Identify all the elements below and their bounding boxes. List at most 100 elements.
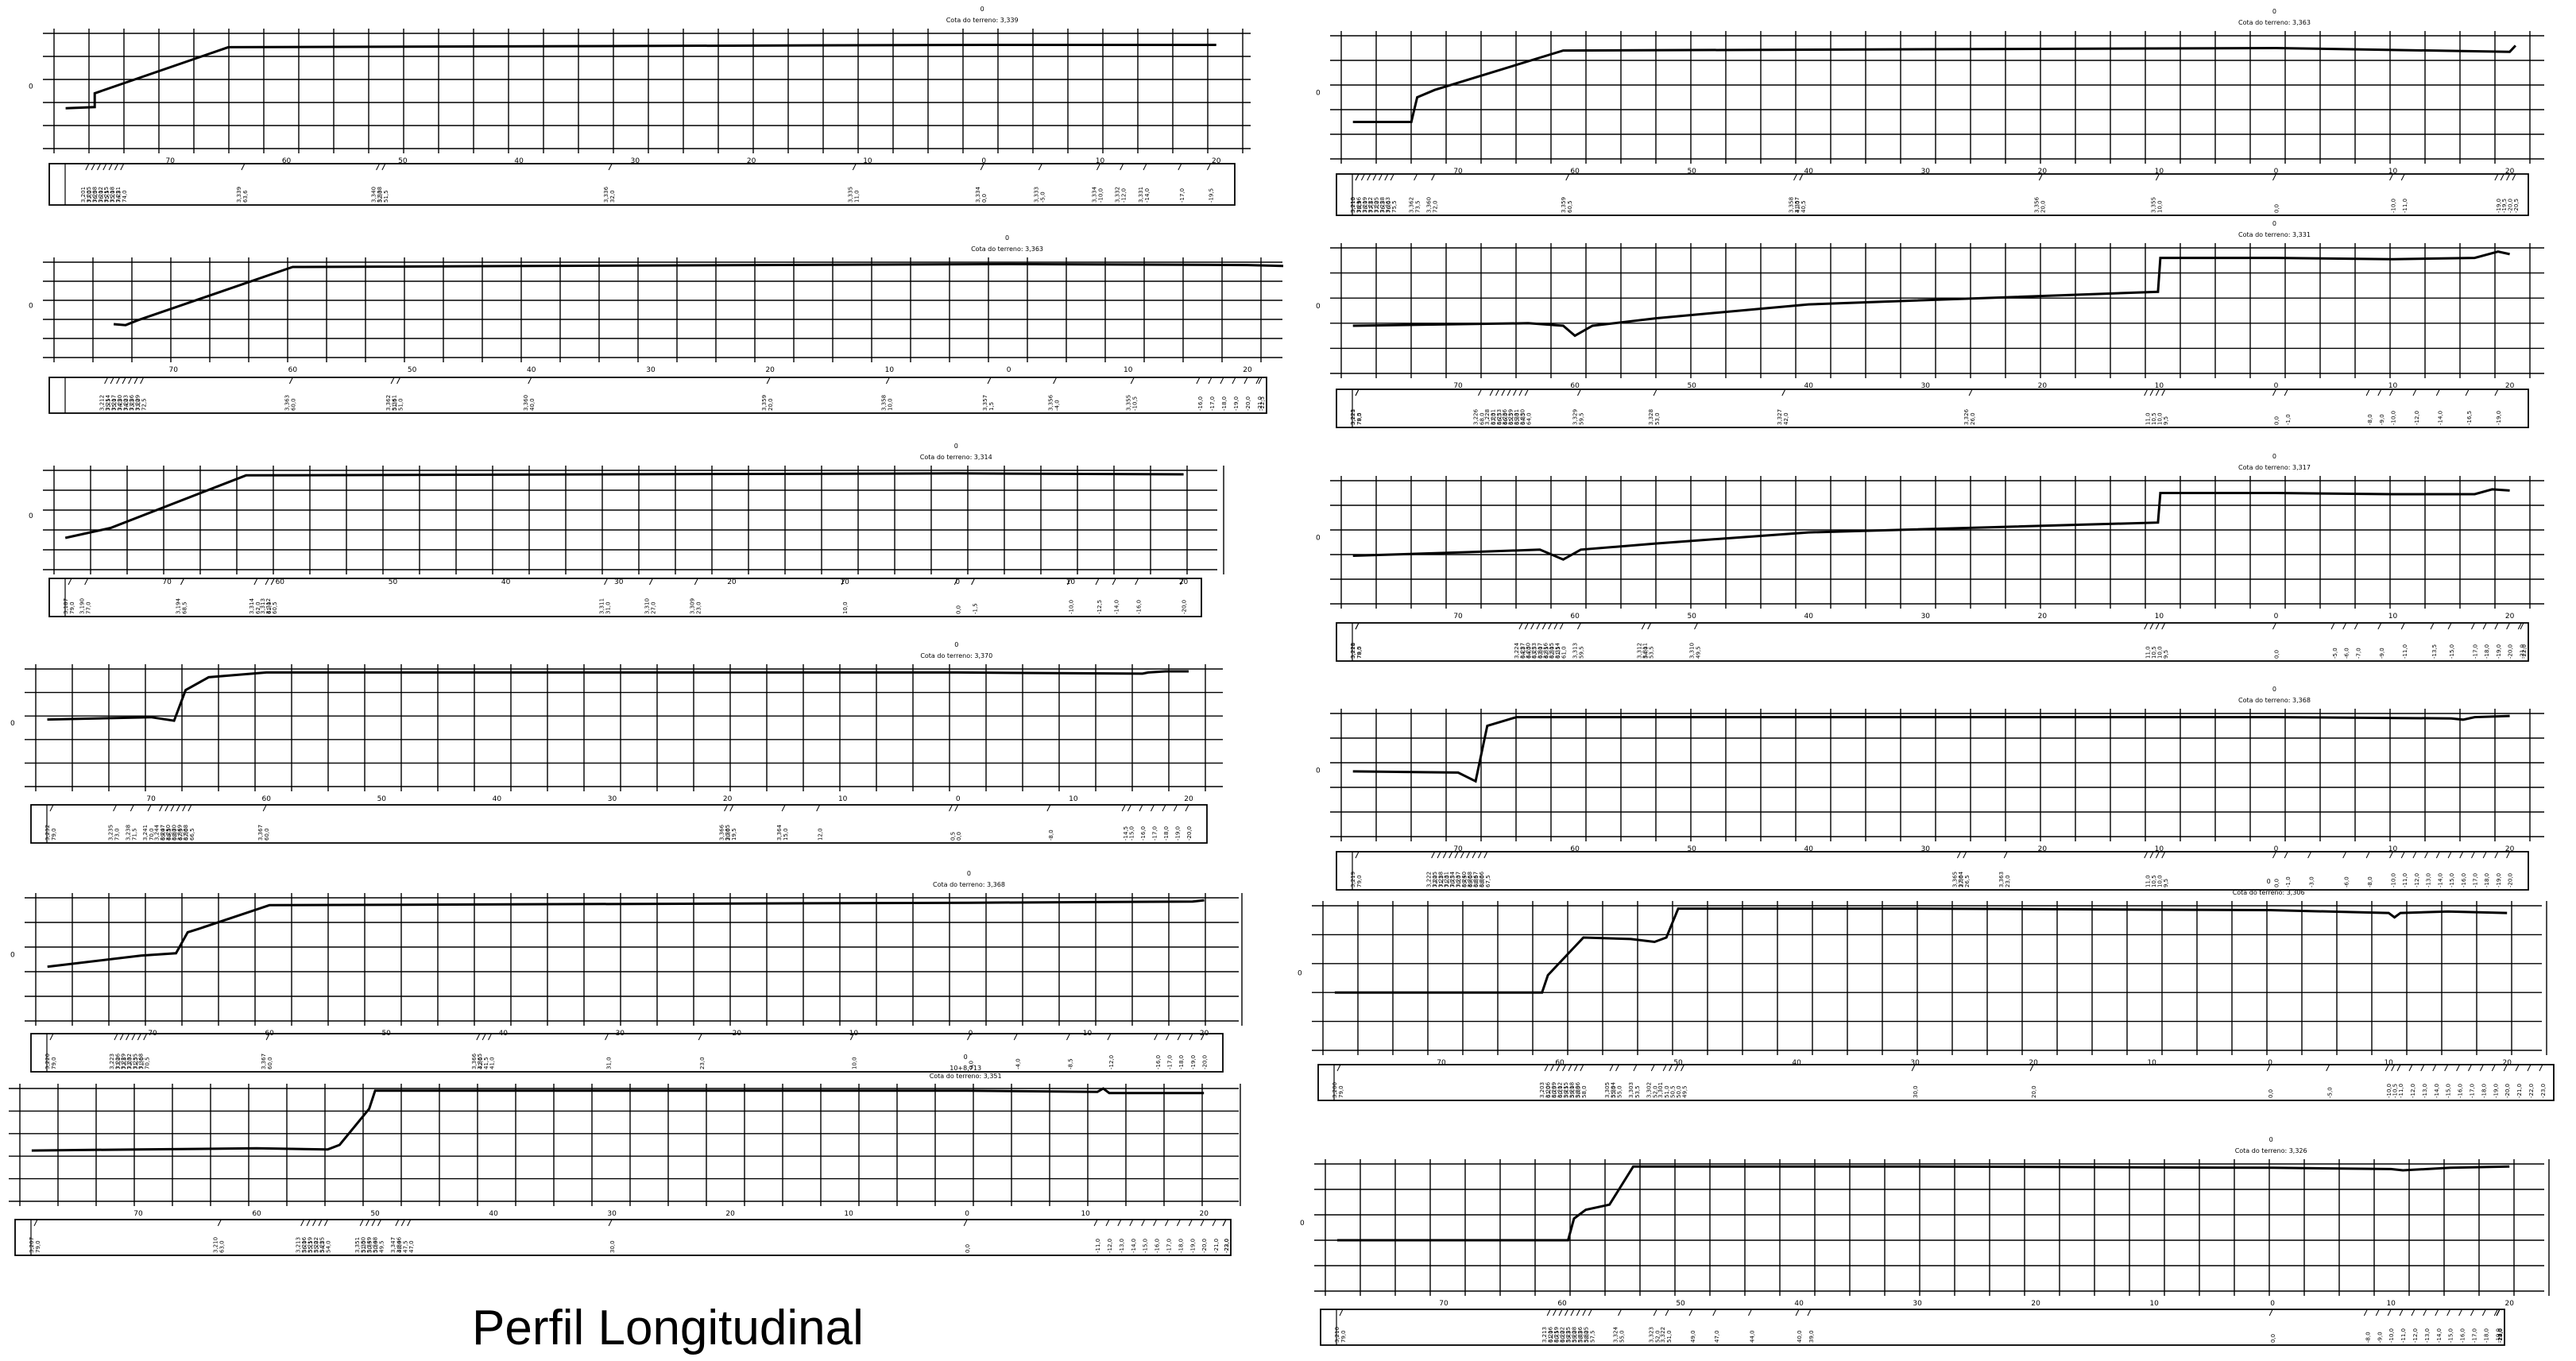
leader-line bbox=[2408, 1064, 2413, 1072]
cota-tag: 3,347 bbox=[390, 1237, 396, 1253]
leader-line bbox=[2377, 622, 2382, 630]
cota-tag: 3,213 bbox=[296, 1237, 302, 1253]
leader-line bbox=[2363, 1309, 2368, 1317]
distance-tag: 65,5 bbox=[1508, 412, 1514, 425]
cota-tag: 3,210 bbox=[212, 1237, 219, 1253]
x-tick-label: 0 bbox=[2274, 845, 2279, 853]
distance-tag: 66,5 bbox=[189, 828, 195, 841]
distance-tag: 11,0 bbox=[2145, 875, 2152, 887]
station-mark: 0 bbox=[964, 1054, 968, 1061]
cota-tag: 3,190 bbox=[79, 598, 86, 614]
distance-tag: -13,5 bbox=[2431, 644, 2438, 659]
leader-line bbox=[1105, 1219, 1110, 1227]
terrain-label-line: Cota do terreno: 3,368 bbox=[2238, 697, 2311, 704]
leader-line bbox=[2482, 851, 2487, 859]
x-tick-label: 30 bbox=[608, 795, 617, 803]
distance-tag: -18,0 bbox=[1178, 1239, 1184, 1253]
leader-line bbox=[1153, 1219, 1158, 1227]
x-tick-label: 10 bbox=[840, 578, 849, 586]
x-tick-label: 10 bbox=[2155, 168, 2164, 176]
leader-line bbox=[1466, 851, 1471, 859]
leader-line bbox=[1372, 173, 1377, 181]
cota-tag: 3,228 bbox=[1571, 1327, 1577, 1343]
leader-line bbox=[2430, 622, 2435, 630]
leader-line bbox=[180, 578, 184, 586]
distance-tag: -10,0 bbox=[2391, 411, 2397, 425]
leader-line bbox=[1206, 163, 1211, 171]
leader-line bbox=[2161, 389, 2166, 396]
x-tick-label: 70 bbox=[133, 1210, 143, 1218]
distance-tag: -16,0 bbox=[1136, 600, 1143, 614]
distance-tag: -10,0 bbox=[2391, 873, 2397, 887]
distance-tag: 41,0 bbox=[1795, 200, 1801, 213]
leader-line bbox=[2144, 851, 2149, 859]
terrain-profile-line bbox=[1352, 714, 2510, 783]
distance-tag: -16,0 bbox=[1140, 826, 1147, 841]
leader-line bbox=[2284, 389, 2288, 396]
distance-tag: 75,0 bbox=[110, 190, 116, 203]
distance-tag: 50,5 bbox=[1670, 1085, 1677, 1098]
cota-tag: 3,311 bbox=[599, 598, 605, 614]
leader-line bbox=[1222, 1219, 1227, 1227]
cota-tag: 3,358 bbox=[880, 395, 887, 411]
leader-line bbox=[1615, 1064, 1619, 1072]
distance-tag: 59,5 bbox=[1579, 412, 1585, 425]
x-tick-label: 40 bbox=[1804, 382, 1814, 390]
distance-tag: -20,0 bbox=[2508, 199, 2514, 213]
leader-line bbox=[2400, 622, 2405, 630]
distance-tag: 0,0 bbox=[2274, 204, 2280, 213]
distance-tag: 51,0 bbox=[398, 398, 404, 411]
leader-line bbox=[2479, 1064, 2484, 1072]
distance-tag: -19,0 bbox=[2496, 411, 2502, 425]
station-mark: 0 bbox=[2272, 8, 2276, 15]
terrain-label-line: Cota do terreno: 3,351 bbox=[930, 1073, 1002, 1080]
distance-tag: -17,0 bbox=[2473, 873, 2479, 887]
distance-tag: -5,0 bbox=[1039, 191, 1046, 203]
leader-line bbox=[1176, 1219, 1181, 1227]
cota-tag: 3,368 bbox=[1467, 872, 1473, 887]
leader-line bbox=[1046, 804, 1051, 812]
leader-line bbox=[2494, 622, 2499, 630]
leader-line bbox=[140, 377, 145, 385]
leader-line bbox=[143, 1033, 148, 1041]
terrain-profile-line bbox=[113, 262, 1284, 327]
distance-tag: 71,0 bbox=[1444, 875, 1450, 887]
distance-tag: 32,0 bbox=[609, 190, 616, 203]
leader-line bbox=[1437, 851, 1441, 859]
leader-line bbox=[1911, 1064, 1916, 1072]
leader-line bbox=[816, 804, 821, 812]
distance-tag: 39,0 bbox=[1808, 1330, 1815, 1343]
distance-tag: -9,0 bbox=[2379, 414, 2385, 425]
cota-tag: 3,312 bbox=[1636, 643, 1642, 659]
distance-tag: 64,5 bbox=[1520, 646, 1526, 659]
distance-tag: -23,0 bbox=[2497, 1328, 2504, 1343]
distance-tag: 74,5 bbox=[118, 398, 124, 411]
distance-tag: 63,0 bbox=[1537, 646, 1544, 659]
distance-tag: 79,0 bbox=[51, 1057, 57, 1069]
distance-tag: -8,0 bbox=[2367, 414, 2373, 425]
leader-line bbox=[1162, 804, 1166, 812]
distance-tag: -3,0 bbox=[2309, 876, 2315, 887]
cota-tag: 3,235 bbox=[108, 825, 114, 841]
cota-tag: 3,225 bbox=[319, 1237, 326, 1253]
leader-line bbox=[1339, 1309, 1344, 1317]
distance-tag: 55,0 bbox=[1619, 1330, 1626, 1343]
leader-line bbox=[1507, 389, 1511, 396]
x-tick-label: 40 bbox=[1804, 168, 1814, 176]
leader-line bbox=[604, 578, 609, 586]
x-tick-label: 0 bbox=[2274, 382, 2279, 390]
distance-tag: 79,0 bbox=[69, 601, 75, 614]
distance-tag: 66,0 bbox=[1503, 412, 1509, 425]
distance-tag: 0,0 bbox=[969, 1061, 975, 1069]
leader-line bbox=[84, 578, 89, 586]
leader-line bbox=[188, 804, 192, 812]
leader-line bbox=[2446, 1309, 2451, 1317]
profile-panel-12: 0 70 60 50 40 30 20 10 0 10 20 Cota do terreno: 3,3… bbox=[1300, 1136, 2550, 1346]
distance-tag: -12,0 bbox=[1121, 188, 1127, 203]
distance-tag: -14,0 bbox=[2437, 411, 2443, 425]
x-tick-label: 60 bbox=[1557, 1300, 1567, 1308]
leader-line bbox=[1674, 1064, 1679, 1072]
distance-tag: -21,0 bbox=[1257, 396, 1263, 411]
leader-line bbox=[2506, 851, 2511, 859]
distance-tag: -22,0 bbox=[1224, 1239, 1230, 1253]
